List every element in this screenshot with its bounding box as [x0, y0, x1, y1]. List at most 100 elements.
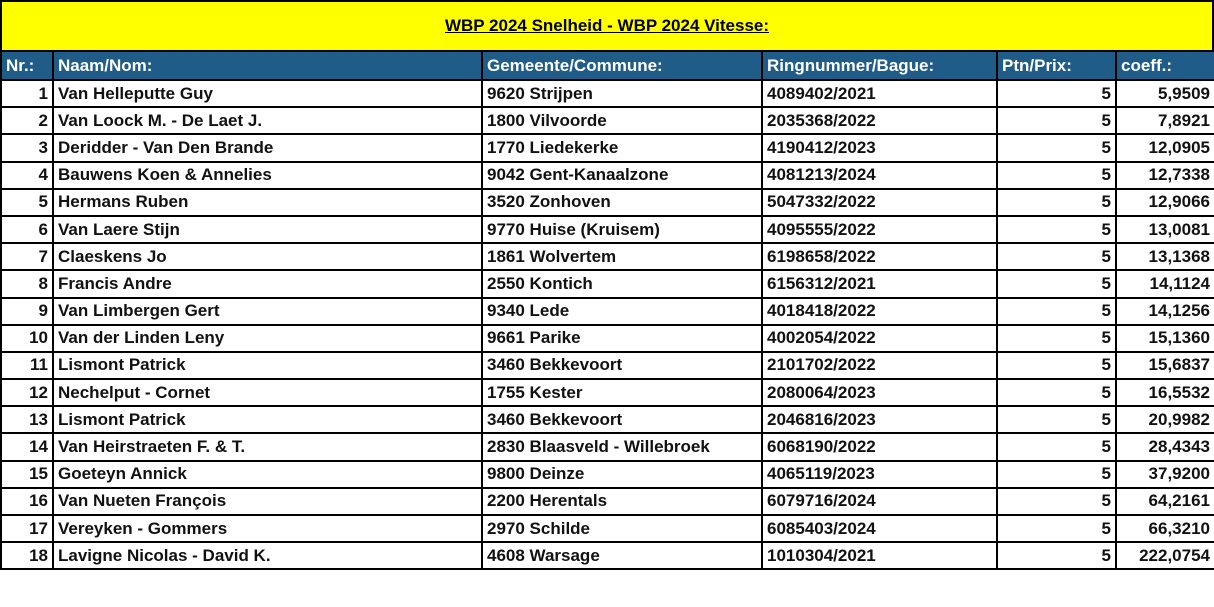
cell-points: 5	[996, 242, 1117, 272]
cell-ring: 6068190/2022	[761, 432, 998, 462]
cell-coeff: 5,9509	[1115, 78, 1214, 109]
header-name: Naam/Nom:	[52, 50, 483, 81]
cell-commune: 1861 Wolvertem	[481, 242, 763, 272]
cell-points: 5	[996, 214, 1117, 245]
cell-points: 5	[996, 378, 1117, 408]
cell-nr: 8	[0, 269, 54, 299]
cell-nr: 6	[0, 214, 54, 245]
cell-points: 5	[996, 405, 1117, 435]
cell-coeff: 14,1256	[1115, 296, 1214, 326]
cell-name: Claeskens Jo	[52, 242, 483, 272]
cell-ring: 4065119/2023	[761, 459, 998, 489]
cell-commune: 2200 Herentals	[481, 486, 763, 517]
cell-ring: 4089402/2021	[761, 78, 998, 109]
table-row: 3 Deridder - Van Den Brande 1770 Liedekerk…	[0, 133, 1214, 163]
cell-ring: 6156312/2021	[761, 269, 998, 299]
cell-name: Hermans Ruben	[52, 187, 483, 217]
cell-coeff: 64,2161	[1115, 486, 1214, 517]
cell-nr: 17	[0, 513, 54, 544]
cell-name: Van der Linden Leny	[52, 323, 483, 353]
cell-name: Van Limbergen Gert	[52, 296, 483, 326]
cell-commune: 9340 Lede	[481, 296, 763, 326]
cell-coeff: 12,0905	[1115, 133, 1214, 163]
cell-ring: 2035368/2022	[761, 106, 998, 136]
cell-ring: 5047332/2022	[761, 187, 998, 217]
cell-nr: 14	[0, 432, 54, 462]
cell-points: 5	[996, 513, 1117, 544]
cell-commune: 1755 Kester	[481, 378, 763, 408]
cell-points: 5	[996, 350, 1117, 381]
table-row: 14 Van Heirstraeten F. & T. 2830 Blaasveld…	[0, 432, 1214, 462]
cell-name: Van Nueten François	[52, 486, 483, 517]
cell-points: 5	[996, 78, 1117, 109]
cell-nr: 18	[0, 541, 54, 571]
cell-commune: 2830 Blaasveld - Willebroek	[481, 432, 763, 462]
cell-name: Francis Andre	[52, 269, 483, 299]
cell-coeff: 13,1368	[1115, 242, 1214, 272]
header-row: Nr.: Naam/Nom: Gemeente/Commune: Ringnum…	[0, 50, 1214, 81]
cell-coeff: 20,9982	[1115, 405, 1214, 435]
table-row: 15 Goeteyn Annick 9800 Deinze 4065119/2023 5…	[0, 459, 1214, 489]
cell-ring: 2046816/2023	[761, 405, 998, 435]
cell-coeff: 15,1360	[1115, 323, 1214, 353]
table-row: 2 Van Loock M. - De Laet J. 1800 Vilvoorde…	[0, 106, 1214, 136]
cell-coeff: 13,0081	[1115, 214, 1214, 245]
cell-points: 5	[996, 296, 1117, 326]
header-points: Ptn/Prix:	[996, 50, 1117, 81]
cell-points: 5	[996, 133, 1117, 163]
cell-ring: 4018418/2022	[761, 296, 998, 326]
cell-name: Lismont Patrick	[52, 405, 483, 435]
cell-name: Van Helleputte Guy	[52, 78, 483, 109]
cell-name: Bauwens Koen & Annelies	[52, 160, 483, 190]
results-table: Nr.: Naam/Nom: Gemeente/Commune: Ringnum…	[0, 50, 1214, 571]
cell-commune: 1770 Liedekerke	[481, 133, 763, 163]
cell-ring: 1010304/2021	[761, 541, 998, 571]
cell-ring: 4190412/2023	[761, 133, 998, 163]
cell-commune: 9042 Gent-Kanaalzone	[481, 160, 763, 190]
header-ring: Ringnummer/Bague:	[761, 50, 998, 81]
cell-nr: 2	[0, 106, 54, 136]
cell-nr: 12	[0, 378, 54, 408]
cell-name: Van Heirstraeten F. & T.	[52, 432, 483, 462]
cell-coeff: 28,4343	[1115, 432, 1214, 462]
cell-coeff: 14,1124	[1115, 269, 1214, 299]
cell-ring: 6198658/2022	[761, 242, 998, 272]
cell-coeff: 37,9200	[1115, 459, 1214, 489]
cell-commune: 9620 Strijpen	[481, 78, 763, 109]
cell-ring: 4081213/2024	[761, 160, 998, 190]
cell-ring: 6079716/2024	[761, 486, 998, 517]
cell-name: Nechelput - Cornet	[52, 378, 483, 408]
cell-commune: 2550 Kontich	[481, 269, 763, 299]
table-row: 13 Lismont Patrick 3460 Bekkevoort 2046816/…	[0, 405, 1214, 435]
cell-points: 5	[996, 323, 1117, 353]
cell-name: Van Loock M. - De Laet J.	[52, 106, 483, 136]
header-coeff: coeff.:	[1115, 50, 1214, 81]
cell-nr: 7	[0, 242, 54, 272]
cell-points: 5	[996, 106, 1117, 136]
cell-coeff: 16,5532	[1115, 378, 1214, 408]
title-text: WBP 2024 Snelheid - WBP 2024 Vitesse:	[444, 16, 770, 35]
table-row: 4 Bauwens Koen & Annelies 9042 Gent-Kanaal…	[0, 160, 1214, 190]
table-row: 9 Van Limbergen Gert 9340 Lede 4018418/2022…	[0, 296, 1214, 326]
cell-name: Lavigne Nicolas - David K.	[52, 541, 483, 571]
cell-ring: 6085403/2024	[761, 513, 998, 544]
cell-ring: 2080064/2023	[761, 378, 998, 408]
table-row: 18 Lavigne Nicolas - David K. 4608 Warsage…	[0, 541, 1214, 571]
cell-coeff: 15,6837	[1115, 350, 1214, 381]
cell-coeff: 12,7338	[1115, 160, 1214, 190]
cell-coeff: 7,8921	[1115, 106, 1214, 136]
table-row: 11 Lismont Patrick 3460 Bekkevoort 2101702/…	[0, 350, 1214, 381]
cell-nr: 10	[0, 323, 54, 353]
table-row: 16 Van Nueten François 2200 Herentals 60797…	[0, 486, 1214, 517]
cell-nr: 11	[0, 350, 54, 381]
header-commune: Gemeente/Commune:	[481, 50, 763, 81]
cell-ring: 2101702/2022	[761, 350, 998, 381]
cell-name: Vereyken - Gommers	[52, 513, 483, 544]
cell-coeff: 66,3210	[1115, 513, 1214, 544]
cell-coeff: 222,0754	[1115, 541, 1214, 571]
cell-nr: 1	[0, 78, 54, 109]
table-row: 8 Francis Andre 2550 Kontich 6156312/2021 5 1…	[0, 269, 1214, 299]
table-title: WBP 2024 Snelheid - WBP 2024 Vitesse:	[0, 0, 1214, 52]
cell-name: Van Laere Stijn	[52, 214, 483, 245]
cell-nr: 15	[0, 459, 54, 489]
